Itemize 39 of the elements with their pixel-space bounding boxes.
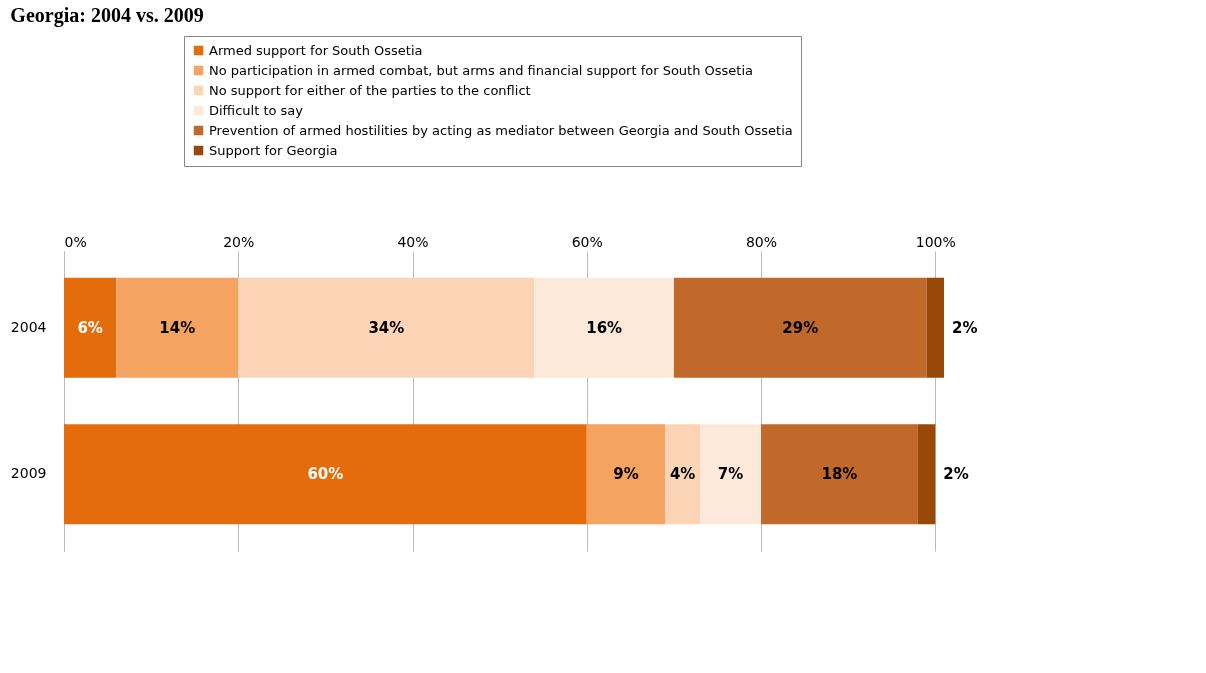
bar [116,277,239,378]
legend-label: No participation in armed combat, but arms and financial support for South Ossetia [209,62,754,78]
chart-title: Georgia: 2004 vs. 2009 [10,3,204,27]
x-tick-label: 0% [64,233,87,250]
legend-label: Difficult to say [209,102,304,118]
data-label: 29% [782,318,819,337]
data-label: 18% [821,465,858,484]
x-tick-label: 80% [745,233,778,250]
data-label: 9% [613,465,639,484]
legend-label: Support for Georgia [209,142,338,158]
y-tick-label: 2004 [10,318,47,335]
bar [534,277,674,378]
bar [761,424,918,525]
data-label: 6% [77,318,103,337]
data-label: 14% [159,318,196,337]
data-label: 4% [669,465,696,484]
bar [673,277,927,378]
bar [665,424,701,525]
bar [586,424,666,525]
y-tick-label: 2009 [10,465,47,482]
bar [64,424,587,525]
data-label: 7% [717,465,744,484]
legend-label: No support for either of the parties to the conflict [209,82,531,98]
bar [700,424,762,525]
bar [64,277,117,378]
data-label: 60% [307,465,344,484]
x-tick-label: 40% [397,233,429,250]
data-label: 2% [952,318,978,337]
bar [926,277,944,378]
x-tick-label: 100% [915,233,956,250]
bar [238,277,535,378]
data-label: 16% [586,318,623,337]
bar [917,424,936,525]
legend-label: Prevention of armed hostilities by acting as mediator between Georgia and South Ossetia [209,122,793,138]
data-label: 2% [943,465,969,484]
x-tick-label: 20% [223,233,255,250]
legend-label: Armed support for South Ossetia [209,42,423,58]
x-tick-label: 60% [571,233,603,250]
data-label: 34% [368,318,405,337]
